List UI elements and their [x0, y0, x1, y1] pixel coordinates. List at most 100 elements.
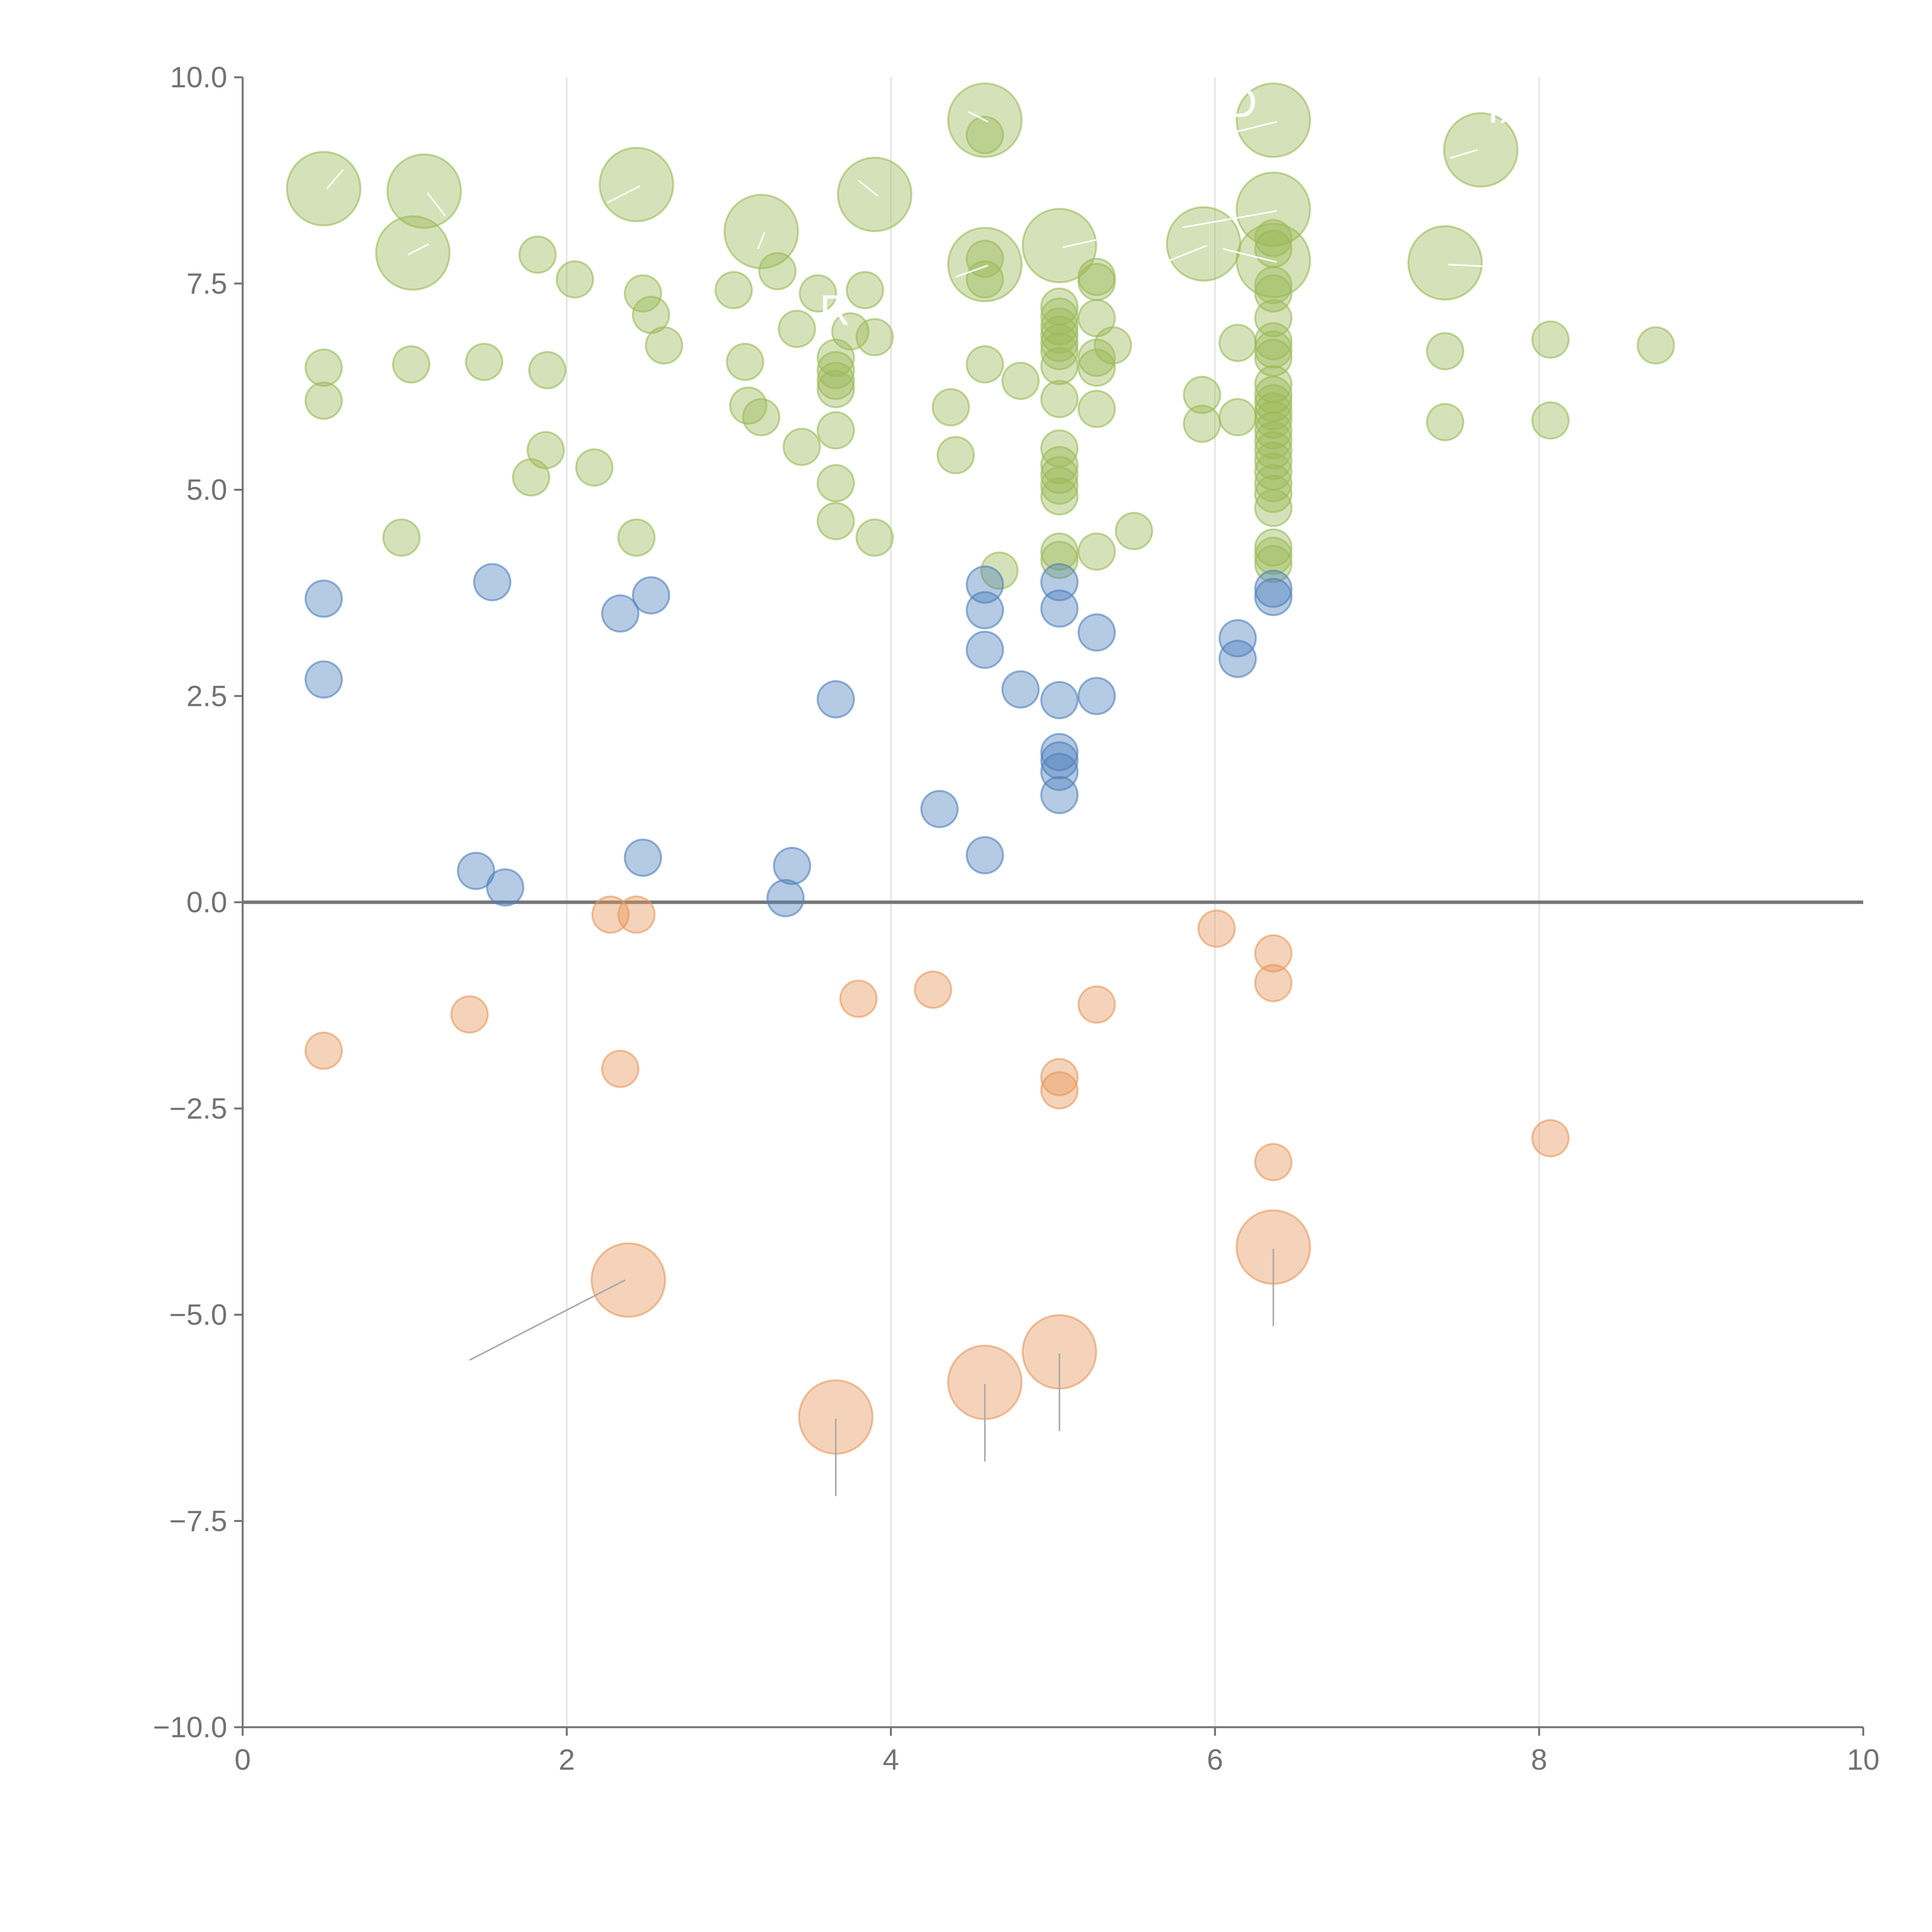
y-tick-label: 5.0 — [186, 474, 227, 507]
bubble-high — [1407, 225, 1483, 301]
bubble-high — [1040, 477, 1079, 516]
bubble-high — [782, 427, 821, 466]
bubble-negative — [591, 895, 630, 934]
leader-line — [1223, 121, 1277, 136]
y-tick-label: 10.0 — [170, 61, 227, 94]
bubble-high — [575, 448, 614, 487]
bubble-low — [1040, 589, 1079, 628]
bubble-high — [758, 252, 797, 291]
x-tick-label: 4 — [883, 1743, 899, 1776]
bubble-low — [1040, 563, 1079, 602]
bubble-high — [1426, 332, 1464, 371]
bubble-high — [1040, 446, 1079, 484]
bubble-high — [816, 411, 855, 450]
bubble-low — [966, 631, 1004, 669]
bubble-high — [1183, 376, 1221, 414]
bubble-high — [1254, 322, 1293, 361]
x-tick-label: 6 — [1207, 1743, 1223, 1776]
bubble-high — [1636, 326, 1675, 365]
bubble-low — [1040, 733, 1079, 771]
leader-line — [407, 243, 430, 255]
leader-line — [1449, 149, 1478, 159]
bubble-high — [742, 398, 781, 437]
bubble-high — [1254, 488, 1293, 527]
bubble-high — [556, 260, 594, 299]
bubble-high — [1531, 320, 1570, 359]
bubble-low — [1254, 578, 1293, 616]
bubble-high — [816, 464, 855, 502]
bubble-high — [1001, 362, 1040, 400]
bubble-high — [966, 116, 1004, 154]
bubble-low — [920, 790, 959, 828]
bubble-high — [1040, 456, 1079, 494]
bubble-high — [1254, 266, 1293, 304]
bubble-low — [1218, 639, 1257, 678]
bubble-low — [1218, 619, 1257, 658]
bubble-high — [966, 345, 1004, 384]
bubble-high — [799, 274, 837, 313]
leader-line — [858, 180, 879, 197]
bubble-negative — [590, 1242, 666, 1318]
bubble-high — [1531, 401, 1570, 440]
bubble-low — [304, 579, 343, 618]
bubble-low — [1040, 741, 1079, 780]
bubble-high — [1077, 349, 1116, 387]
bubble-high — [777, 310, 816, 348]
bubble-high — [855, 518, 894, 557]
x-tick-label: 10 — [1847, 1743, 1880, 1776]
bubble-high — [1040, 323, 1079, 362]
leader-line — [469, 1279, 626, 1361]
bubble-low — [816, 680, 855, 719]
bubble-high — [1040, 315, 1079, 354]
leader-lines — [326, 111, 1499, 1497]
bubble-high — [1254, 536, 1293, 575]
annotation-label: R — [820, 287, 850, 334]
bubble-high — [1235, 82, 1311, 158]
bubble-negative — [450, 995, 489, 1034]
bubble-low — [601, 594, 639, 633]
bubble-high — [1254, 528, 1293, 567]
bubble-low — [304, 660, 343, 699]
bubble-low — [624, 838, 662, 877]
bubble-low — [1254, 570, 1293, 608]
bubble-low — [1077, 613, 1116, 652]
bubble-high — [1040, 380, 1079, 418]
bubble-negative — [1197, 909, 1236, 948]
bubble-negative — [601, 1049, 639, 1088]
bubble-low — [1001, 670, 1040, 709]
bubble-high — [1115, 512, 1153, 550]
bubble-negative — [1077, 985, 1116, 1024]
bubble-high — [1040, 332, 1079, 371]
annotation-label: IX — [1487, 84, 1527, 132]
bubble-negative — [1040, 1071, 1079, 1110]
bubble-high — [392, 345, 430, 384]
leader-line — [1448, 264, 1499, 268]
bubble-negative — [914, 970, 952, 1009]
bubble-high — [382, 518, 421, 557]
bubble-high — [528, 351, 566, 389]
y-tick-label: 2.5 — [186, 680, 227, 713]
bubble-high — [286, 151, 362, 226]
bubble-high — [386, 153, 462, 229]
bubble-negative — [1254, 1143, 1293, 1182]
bubble-high — [1254, 299, 1293, 337]
y-tick-label: −10.0 — [153, 1711, 227, 1744]
bubble-low — [966, 836, 1004, 874]
bubble-high — [1040, 466, 1079, 505]
bubble-low — [1040, 681, 1079, 719]
bubble-high — [465, 343, 503, 381]
bubble-high — [599, 147, 674, 223]
bubble-negative — [617, 895, 656, 934]
bubble-high — [932, 388, 970, 427]
bubble-low — [1040, 776, 1079, 814]
bubble-high — [304, 349, 343, 387]
bubble-low — [966, 591, 1004, 629]
annotations: D IX R — [820, 78, 1527, 334]
bubble-high — [723, 194, 799, 269]
bubble-high — [855, 318, 894, 357]
bubble-negative — [1254, 964, 1293, 1002]
bubble-high — [1077, 389, 1116, 428]
x-tick-label: 2 — [559, 1743, 575, 1776]
